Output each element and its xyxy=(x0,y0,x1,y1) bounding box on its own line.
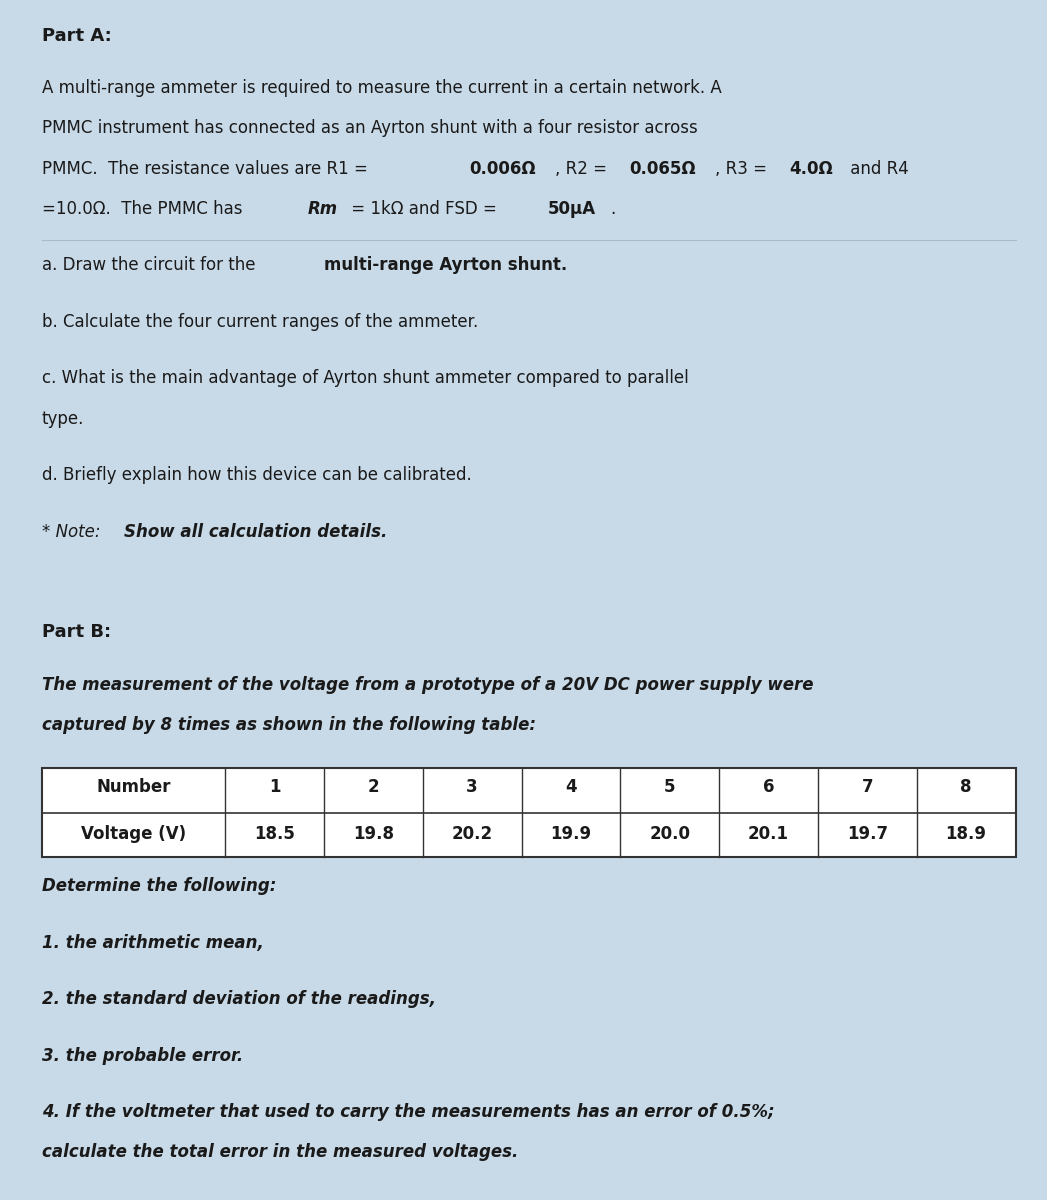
Text: 4.0Ω: 4.0Ω xyxy=(788,160,832,178)
Text: 18.5: 18.5 xyxy=(254,826,295,844)
Text: c. What is the main advantage of Ayrton shunt ammeter compared to parallel: c. What is the main advantage of Ayrton … xyxy=(42,370,689,388)
Text: =10.0Ω.  The PMMC has: =10.0Ω. The PMMC has xyxy=(42,200,248,218)
Text: Voltage (V): Voltage (V) xyxy=(81,826,186,844)
Text: b. Calculate the four current ranges of the ammeter.: b. Calculate the four current ranges of … xyxy=(42,313,478,331)
Text: 2. the standard deviation of the readings,: 2. the standard deviation of the reading… xyxy=(42,990,436,1008)
Text: Show all calculation details.: Show all calculation details. xyxy=(125,522,387,540)
Text: , R3 =: , R3 = xyxy=(715,160,773,178)
Text: = 1kΩ and FSD =: = 1kΩ and FSD = xyxy=(347,200,503,218)
Text: 5: 5 xyxy=(664,778,675,796)
Text: 20.0: 20.0 xyxy=(649,826,690,844)
Text: a. Draw the circuit for the: a. Draw the circuit for the xyxy=(42,257,261,275)
Text: PMMC instrument has connected as an Ayrton shunt with a four resistor across: PMMC instrument has connected as an Ayrt… xyxy=(42,119,697,137)
Text: * Note:: * Note: xyxy=(42,522,106,540)
Text: 3: 3 xyxy=(466,778,477,796)
Text: multi-range Ayrton shunt.: multi-range Ayrton shunt. xyxy=(325,257,567,275)
Text: d. Briefly explain how this device can be calibrated.: d. Briefly explain how this device can b… xyxy=(42,466,471,484)
Text: A multi-range ammeter is required to measure the current in a certain network. A: A multi-range ammeter is required to mea… xyxy=(42,79,721,97)
Text: 0.065Ω: 0.065Ω xyxy=(629,160,695,178)
Text: and R4: and R4 xyxy=(845,160,909,178)
Text: 18.9: 18.9 xyxy=(945,826,986,844)
Text: 3. the probable error.: 3. the probable error. xyxy=(42,1046,243,1064)
Text: Rm: Rm xyxy=(308,200,337,218)
Text: type.: type. xyxy=(42,409,84,427)
Text: Part B:: Part B: xyxy=(42,623,111,641)
Text: PMMC.  The resistance values are R1 =: PMMC. The resistance values are R1 = xyxy=(42,160,373,178)
Text: 8: 8 xyxy=(960,778,972,796)
Text: 6: 6 xyxy=(763,778,775,796)
Text: 50μA: 50μA xyxy=(548,200,596,218)
Text: 1: 1 xyxy=(269,778,281,796)
Text: captured by 8 times as shown in the following table:: captured by 8 times as shown in the foll… xyxy=(42,716,536,734)
Text: calculate the total error in the measured voltages.: calculate the total error in the measure… xyxy=(42,1144,518,1162)
Text: Number: Number xyxy=(96,778,171,796)
Text: 1. the arithmetic mean,: 1. the arithmetic mean, xyxy=(42,934,264,952)
Text: Part A:: Part A: xyxy=(42,26,112,44)
Text: Determine the following:: Determine the following: xyxy=(42,877,276,895)
Bar xyxy=(42,768,1016,857)
Text: , R2 =: , R2 = xyxy=(555,160,612,178)
Text: 20.1: 20.1 xyxy=(748,826,789,844)
Text: .: . xyxy=(609,200,615,218)
Text: 7: 7 xyxy=(862,778,873,796)
Text: 2: 2 xyxy=(367,778,379,796)
Text: 19.7: 19.7 xyxy=(847,826,888,844)
Text: 19.9: 19.9 xyxy=(551,826,592,844)
Text: 0.006Ω: 0.006Ω xyxy=(469,160,536,178)
Text: 19.8: 19.8 xyxy=(353,826,394,844)
Text: 4: 4 xyxy=(565,778,577,796)
Text: 4. If the voltmeter that used to carry the measurements has an error of 0.5%;: 4. If the voltmeter that used to carry t… xyxy=(42,1103,775,1121)
Text: 20.2: 20.2 xyxy=(451,826,493,844)
Text: The measurement of the voltage from a prototype of a 20V DC power supply were: The measurement of the voltage from a pr… xyxy=(42,676,814,694)
